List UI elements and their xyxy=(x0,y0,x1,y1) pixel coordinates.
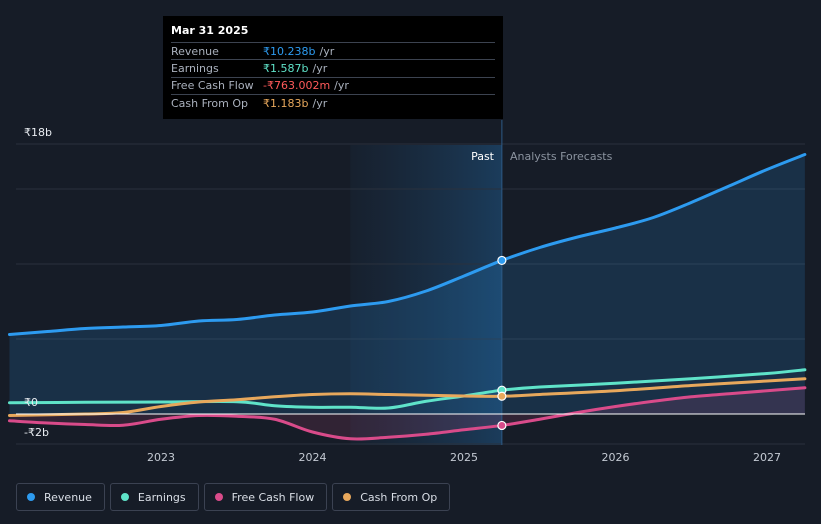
legend-label: Free Cash Flow xyxy=(231,490,315,504)
tooltip-row-free-cash-flow: Free Cash Flow -₹763.002m /yr xyxy=(171,76,495,94)
tooltip-unit: /yr xyxy=(319,44,335,58)
tooltip-row-cash-from-op: Cash From Op ₹1.183b /yr xyxy=(171,94,495,111)
free-cash-flow-line xyxy=(8,386,807,441)
chart-legend: Revenue Earnings Free Cash Flow Cash Fro… xyxy=(16,483,455,511)
tooltip-row-revenue: Revenue ₹10.238b /yr xyxy=(171,42,495,59)
revenue-line xyxy=(8,153,807,336)
x-tick-2024: 2024 xyxy=(299,451,327,464)
legend-item-revenue[interactable]: Revenue xyxy=(16,483,105,511)
data-tooltip: Mar 31 2025 Revenue ₹10.238b /yr Earning… xyxy=(163,16,503,119)
x-tick-2027: 2027 xyxy=(753,451,781,464)
y-tick-18b: ₹18b xyxy=(24,126,52,139)
legend-dot-icon xyxy=(343,493,352,501)
legend-label: Earnings xyxy=(137,490,186,504)
cash-from-op-line xyxy=(8,377,807,417)
legend-item-free-cash-flow[interactable]: Free Cash Flow xyxy=(203,483,328,511)
free-cash-flow-area xyxy=(9,387,805,440)
legend-label: Cash From Op xyxy=(360,490,438,504)
x-tick-2023: 2023 xyxy=(147,451,175,464)
legend-item-cash-from-op[interactable]: Cash From Op xyxy=(332,483,451,511)
x-tick-2025: 2025 xyxy=(450,451,478,464)
forecast-label: Analysts Forecasts xyxy=(510,150,613,163)
tooltip-unit: /yr xyxy=(334,79,349,93)
tooltip-value: -₹763.002m xyxy=(263,79,331,93)
tooltip-unit: /yr xyxy=(312,62,328,76)
free-cash-flow-marker xyxy=(497,420,507,431)
revenue-area xyxy=(9,154,805,414)
tooltip-label: Revenue xyxy=(171,44,219,58)
legend-dot-icon xyxy=(214,493,223,501)
tooltip-unit: /yr xyxy=(312,96,328,110)
tooltip-label: Free Cash Flow xyxy=(171,79,254,93)
legend-label: Revenue xyxy=(44,490,92,504)
legend-item-earnings[interactable]: Earnings xyxy=(109,483,199,511)
tooltip-row-earnings: Earnings ₹1.587b /yr xyxy=(171,59,495,76)
legend-dot-icon xyxy=(27,493,35,501)
x-tick-2026: 2026 xyxy=(602,451,630,464)
y-tick-minus-2b: -₹2b xyxy=(24,426,49,439)
tooltip-value: ₹10.238b xyxy=(263,44,316,58)
y-tick-0: ₹0 xyxy=(24,396,38,409)
tooltip-date: Mar 31 2025 xyxy=(171,24,249,37)
tooltip-value: ₹1.587b xyxy=(263,62,309,76)
revenue-marker xyxy=(497,255,507,266)
legend-dot-icon xyxy=(120,493,129,501)
cash-from-op-marker xyxy=(497,391,507,401)
tooltip-label: Cash From Op xyxy=(171,96,249,110)
tooltip-value: ₹1.183b xyxy=(263,96,309,110)
past-label: Past xyxy=(471,150,495,163)
tooltip-label: Earnings xyxy=(171,62,219,76)
